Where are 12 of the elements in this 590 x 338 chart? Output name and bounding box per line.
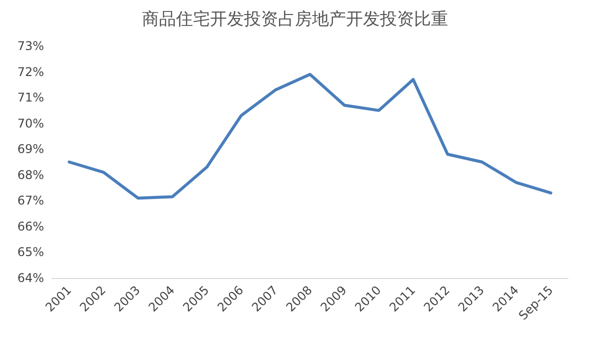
- y-tick-label: 68%: [17, 168, 44, 182]
- y-tick-label: 67%: [17, 194, 44, 208]
- y-tick-label: 71%: [17, 90, 44, 105]
- y-tick-label: 73%: [17, 39, 44, 53]
- y-tick-label: 69%: [17, 142, 44, 156]
- y-tick-label: 66%: [17, 219, 44, 234]
- y-tick-label: 70%: [17, 116, 44, 130]
- line-series: [68, 72, 552, 200]
- y-tick-label: 64%: [17, 271, 44, 285]
- y-tick-label: 72%: [17, 64, 44, 79]
- chart-title: 商品住宅开发投资占房地产开发投资比重: [142, 10, 448, 30]
- y-tick-label: 65%: [17, 245, 44, 260]
